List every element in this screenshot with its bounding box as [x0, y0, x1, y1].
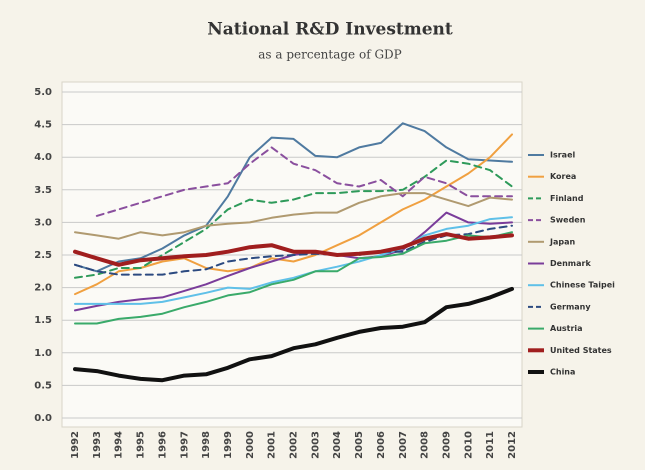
- series-line: [95, 146, 513, 217]
- y-tick-label: 0.0: [34, 413, 52, 424]
- legend-label: China: [550, 368, 575, 377]
- x-tick-label: 1993: [92, 431, 103, 459]
- y-tick-label: 5.0: [34, 87, 52, 98]
- chart-subtitle: as a percentage of GDP: [258, 48, 402, 62]
- x-tick-label: 2003: [310, 431, 321, 459]
- chart-title: National R&D Investment: [207, 20, 453, 40]
- y-tick-label: 4.0: [34, 152, 52, 163]
- x-tick-label: 1996: [157, 431, 168, 459]
- legend-label: Denmark: [550, 259, 591, 268]
- legend-label: Korea: [550, 172, 576, 181]
- x-tick-label: 1998: [201, 431, 212, 459]
- y-tick-label: 3.5: [34, 185, 52, 196]
- x-tick-label: 1994: [114, 431, 125, 459]
- legend-label: Israel: [550, 151, 576, 160]
- series-line: [74, 133, 513, 296]
- y-tick-label: 1.5: [34, 315, 52, 326]
- y-tick-label: 4.5: [34, 120, 52, 131]
- series-line: [74, 192, 513, 240]
- x-tick-label: 2012: [507, 431, 518, 459]
- y-tick-label: 2.5: [34, 250, 52, 261]
- series-line: [74, 159, 513, 279]
- x-tick-label: 1995: [136, 431, 147, 459]
- x-tick-label: 2010: [463, 431, 474, 459]
- series-line: [74, 216, 513, 305]
- legend-label: Japan: [549, 237, 576, 246]
- x-tick-label: 2002: [289, 431, 300, 459]
- legend-label: Finland: [550, 194, 584, 203]
- legend-label: Germany: [550, 302, 591, 311]
- x-tick-label: 2008: [420, 431, 431, 459]
- x-tick-label: 2006: [376, 431, 387, 459]
- series-line: [74, 231, 513, 325]
- x-tick-label: 2005: [354, 431, 365, 459]
- x-tick-label: 1999: [223, 431, 234, 459]
- x-tick-label: 2007: [398, 431, 409, 459]
- legend-label: United States: [550, 346, 612, 355]
- legend-label: Austria: [550, 324, 583, 333]
- x-tick-label: 1997: [179, 431, 190, 459]
- y-tick-label: 0.5: [34, 380, 52, 391]
- y-tick-label: 2.0: [34, 283, 52, 294]
- x-tick-label: 2001: [267, 431, 278, 459]
- series-line: [74, 224, 513, 276]
- series-line: [74, 122, 513, 273]
- x-tick-label: 1992: [70, 431, 81, 459]
- series-line: [73, 232, 514, 267]
- series-line: [73, 286, 514, 383]
- x-tick-label: 2011: [485, 431, 496, 459]
- x-tick-label: 2009: [441, 431, 452, 459]
- legend-label: Chinese Taipei: [550, 281, 615, 290]
- x-tick-label: 2004: [332, 431, 343, 459]
- x-tick-label: 2000: [245, 431, 256, 459]
- y-tick-label: 1.0: [34, 348, 52, 359]
- y-tick-label: 3.0: [34, 217, 52, 228]
- legend-label: Sweden: [550, 216, 586, 225]
